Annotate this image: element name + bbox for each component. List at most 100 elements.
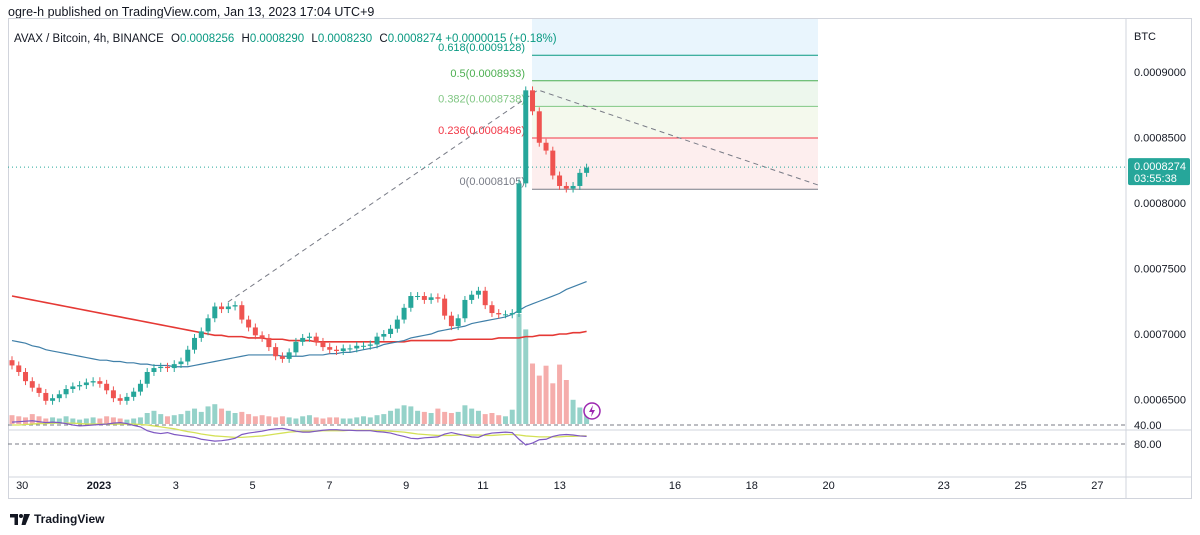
candle-body xyxy=(104,383,110,391)
candle-body xyxy=(502,314,508,316)
fib-extension-band xyxy=(532,19,818,56)
volume-bar xyxy=(56,418,62,424)
time-tick-label: 20 xyxy=(822,480,834,492)
candle-body xyxy=(421,296,427,300)
candle-body xyxy=(293,341,299,353)
candle-body xyxy=(509,313,515,315)
chart-frame xyxy=(8,18,1192,499)
volume-bar xyxy=(455,411,461,424)
low-value: 0.0008230 xyxy=(317,33,373,45)
time-tick-label: 25 xyxy=(1014,480,1026,492)
low-key: L xyxy=(311,33,318,45)
candle-body xyxy=(219,306,225,310)
candle-body xyxy=(388,328,394,334)
volume-bar xyxy=(198,411,204,424)
volume-bar xyxy=(124,419,130,424)
candle-body xyxy=(570,185,576,189)
candle-body xyxy=(530,90,536,112)
candle-body xyxy=(70,386,76,390)
rsi-tick-label: 80.00 xyxy=(1134,439,1162,451)
footer: TradingView xyxy=(10,512,104,526)
close-value: 0.0008274 xyxy=(387,33,443,45)
volume-bar xyxy=(232,413,238,424)
volume-bar xyxy=(340,418,346,424)
volume-bar xyxy=(401,405,407,424)
volume-bar xyxy=(151,410,157,424)
volume-bar xyxy=(394,408,400,424)
candle-body xyxy=(286,352,292,359)
candle-body xyxy=(536,111,542,143)
volume-bar xyxy=(502,416,508,424)
change-value: +0.0000015 (+0.18%) xyxy=(445,33,557,45)
price-tick-label: 0.0006500 xyxy=(1134,395,1186,407)
rsi-tick-label: 40.00 xyxy=(1134,420,1162,432)
candle-body xyxy=(408,296,414,308)
volume-bar xyxy=(83,418,89,424)
candle-body xyxy=(300,337,306,342)
candle-body xyxy=(543,142,549,151)
volume-bar xyxy=(489,413,495,424)
fib-level-label: 0.618(0.0009128) xyxy=(438,42,525,54)
volume-bar xyxy=(570,399,576,424)
price-tick-label: 0.0008000 xyxy=(1134,198,1186,210)
candle-body xyxy=(9,360,15,366)
candle-body xyxy=(557,175,563,186)
candle-body xyxy=(428,297,434,300)
candle-body xyxy=(178,361,184,365)
candle-body xyxy=(198,331,204,338)
volume-bar xyxy=(225,410,231,424)
candle-body xyxy=(333,349,339,352)
open-key: O xyxy=(170,33,180,45)
volume-bar xyxy=(239,411,245,424)
candle-body xyxy=(442,298,448,316)
volume-bar xyxy=(29,414,35,424)
fib-level-label: 0(0.0008105) xyxy=(460,176,525,188)
symbol-label[interactable]: AVAX / Bitcoin, 4h, BINANCE xyxy=(14,33,164,45)
volume-bar xyxy=(415,410,421,424)
volume-bar xyxy=(90,417,96,424)
candle-body xyxy=(225,306,231,310)
countdown-value: 03:55:38 xyxy=(1134,173,1177,185)
volume-bar xyxy=(563,380,569,424)
candle-body xyxy=(212,306,218,319)
fib-band xyxy=(532,106,818,139)
volume-bar xyxy=(279,416,285,424)
volume-bar xyxy=(361,416,367,424)
volume-bar xyxy=(192,408,198,424)
candle-body xyxy=(252,327,258,336)
volume-bar xyxy=(97,418,103,424)
volume-bar xyxy=(164,416,170,424)
published-caption: ogre-h published on TradingView.com, Jan… xyxy=(8,5,375,19)
volume-bar xyxy=(448,413,454,424)
volume-bar xyxy=(496,415,502,424)
volume-bar xyxy=(77,419,83,424)
candle-body xyxy=(320,341,326,348)
candle-body xyxy=(415,296,421,298)
volume-bar xyxy=(482,414,488,424)
volume-bar xyxy=(374,415,380,424)
volume-bar xyxy=(137,417,143,424)
time-tick-label: 7 xyxy=(326,480,332,492)
candle-body xyxy=(577,172,583,186)
candle-body xyxy=(266,337,272,348)
candle-body xyxy=(489,305,495,314)
volume-bar xyxy=(428,413,434,424)
last-price-tag xyxy=(1128,158,1190,186)
candle-body xyxy=(16,365,22,372)
candle-body xyxy=(185,349,191,362)
candle-body xyxy=(361,345,367,347)
candle-body xyxy=(158,366,164,369)
candle-body xyxy=(475,290,481,295)
candle-body xyxy=(29,381,35,388)
candle-body xyxy=(131,391,137,397)
candle-body xyxy=(448,315,454,327)
volume-bar xyxy=(185,410,191,424)
candle-body xyxy=(496,313,502,315)
volume-bar xyxy=(381,414,387,424)
volume-bar xyxy=(144,413,150,424)
volume-bar xyxy=(408,406,414,424)
candle-body xyxy=(394,319,400,329)
volume-bar xyxy=(266,416,272,424)
candle-body xyxy=(313,336,319,342)
